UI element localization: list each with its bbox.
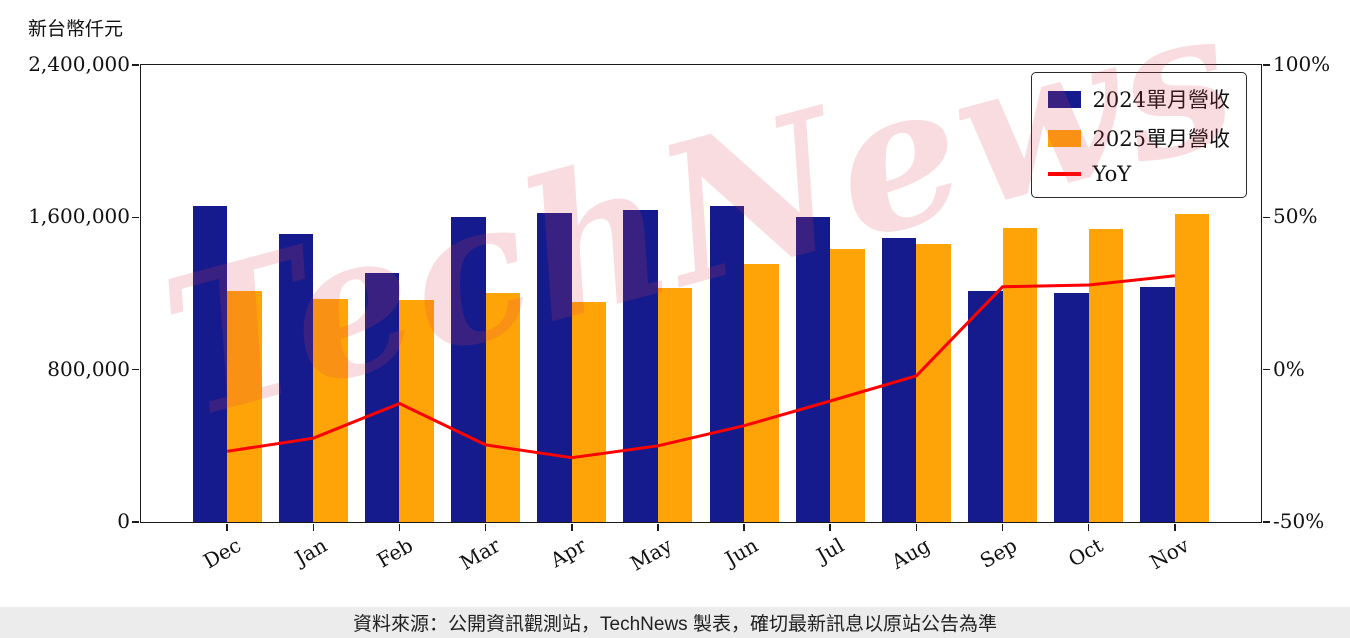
legend-swatch-2024 [1047, 90, 1081, 108]
right-tick-mark-100% [1263, 64, 1270, 66]
source-note: 資料來源：公開資訊觀測站，TechNews 製表，確切最新訊息以原站公告為準 [353, 614, 997, 635]
bar-2025單月營收-Aug [916, 244, 951, 522]
bar-2025單月營收-Sep [1002, 227, 1037, 522]
bar-2025單月營收-Jan [313, 299, 348, 522]
bar-2024單月營收-Jan [278, 234, 314, 522]
legend-label-2025: 2025單月營收 [1092, 127, 1230, 151]
right-tick-label-50%: 50% [1273, 204, 1318, 229]
x-tick-mark-Jan [312, 524, 315, 531]
right-tick-label--50%: -50% [1273, 509, 1325, 533]
bar-2024單月營收-Jun [709, 205, 745, 522]
legend-label-2024: 2024單月營收 [1092, 88, 1230, 112]
bar-2024單月營收-Sep [968, 290, 1003, 522]
bar-2024單月營收-Feb [365, 272, 400, 522]
bars-layer [141, 65, 1261, 522]
x-tick-mark-Jul [829, 524, 832, 531]
left-tick-label-800,000: 800,000 [47, 356, 130, 381]
bar-2024單月營收-Apr [537, 212, 572, 522]
left-tick-mark-1,600,000 [132, 216, 139, 219]
legend-item-2024: 2024單月營收 [1047, 84, 1230, 114]
legend-label-yoy: YoY [1092, 162, 1132, 186]
x-tick-mark-May [657, 524, 659, 531]
left-tick-label-0: 0 [117, 509, 130, 533]
x-tick-mark-Dec [226, 524, 228, 531]
left-axis-title: 新台幣仟元 [28, 18, 124, 40]
left-tick-mark-2,400,000 [132, 64, 139, 66]
left-tick-label-2,400,000: 2,400,000 [28, 52, 130, 76]
x-tick-mark-Oct [1087, 524, 1090, 531]
x-tick-mark-Aug [915, 524, 918, 531]
bar-2024單月營收-Oct [1054, 292, 1089, 522]
bar-2025單月營收-Jun [744, 264, 779, 522]
right-tick-mark--50% [1263, 521, 1270, 523]
bar-2025單月營收-Dec [227, 290, 262, 522]
bar-2024單月營收-Dec [192, 205, 228, 522]
bar-2024單月營收-Nov [1140, 286, 1175, 522]
right-tick-mark-0% [1263, 368, 1270, 371]
bar-2025單月營收-Nov [1174, 214, 1210, 522]
bar-2025單月營收-Oct [1088, 228, 1124, 522]
bar-2025單月營收-Apr [571, 302, 607, 522]
yoy-line-svg [226, 274, 1175, 460]
bar-2025單月營收-Mar [485, 292, 521, 522]
right-tick-label-100%: 100% [1273, 52, 1331, 76]
right-tick-label-0%: 0% [1273, 356, 1305, 381]
bar-2025單月營收-Jul [830, 248, 865, 522]
legend: 2024單月營收 2025單月營收 YoY [1030, 72, 1247, 198]
left-tick-label-1,600,000: 1,600,000 [28, 204, 130, 229]
plot-area: 2024單月營收 2025單月營收 YoY TechNews [140, 0, 1262, 523]
left-tick-mark-800,000 [132, 368, 139, 371]
x-tick-mark-Jun [743, 524, 745, 531]
x-tick-mark-Mar [484, 524, 487, 531]
bar-2024單月營收-Jul [795, 217, 831, 522]
bar-2024單月營收-Mar [451, 217, 486, 522]
x-tick-mark-Sep [1001, 524, 1004, 531]
x-tick-mark-Apr [570, 524, 573, 531]
legend-item-yoy: YoY [1047, 162, 1230, 186]
x-tick-mark-Feb [398, 524, 401, 531]
x-tick-mark-Nov [1174, 524, 1176, 531]
left-tick-mark-0 [132, 521, 139, 523]
bar-2025單月營收-May [657, 287, 693, 522]
footer-bar: 資料來源：公開資訊觀測站，TechNews 製表，確切最新訊息以原站公告為準 [0, 607, 1350, 638]
legend-item-2025: 2025單月營收 [1047, 123, 1230, 153]
yoy-line [226, 274, 1175, 460]
legend-swatch-yoy-line [1047, 172, 1081, 176]
legend-swatch-2025 [1047, 129, 1081, 147]
right-tick-mark-50% [1263, 216, 1270, 219]
bar-2024單月營收-May [623, 209, 658, 522]
